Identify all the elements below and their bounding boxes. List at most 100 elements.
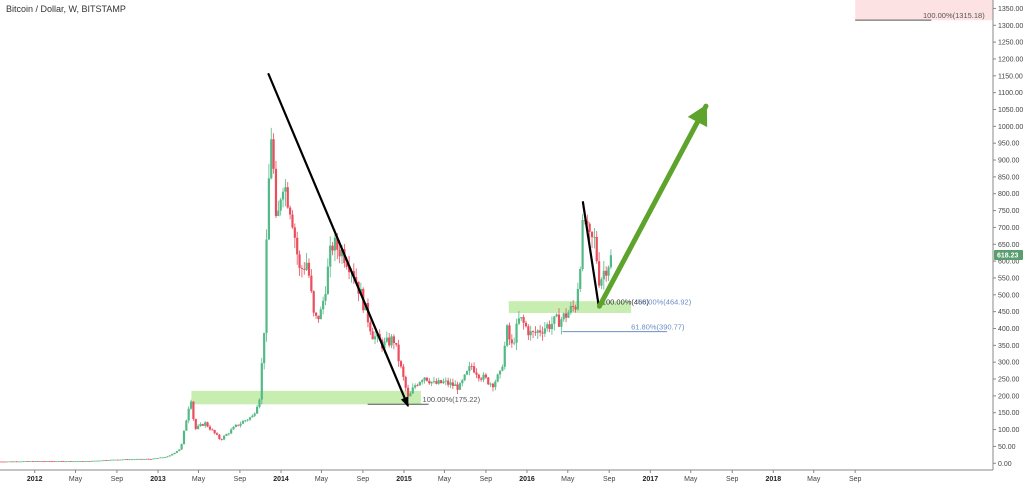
chart-title: Bitcoin / Dollar, W, BITSTAMP xyxy=(6,4,126,14)
candle-body-13 xyxy=(29,461,32,463)
candle-body-118 xyxy=(277,210,280,217)
x-tick-label-20: Sep xyxy=(849,476,862,483)
candle-body-215 xyxy=(506,325,509,346)
candle-body-27 xyxy=(62,461,65,462)
candle-body-131 xyxy=(307,262,311,276)
candle-body-141 xyxy=(331,245,334,251)
candle-body-1 xyxy=(1,461,4,463)
candle-body-40 xyxy=(93,460,96,462)
candle-body-26 xyxy=(60,461,63,462)
candle-body-166 xyxy=(390,336,393,346)
candle-body-246 xyxy=(579,269,582,289)
y-tick-label-26: 1300.00 xyxy=(998,23,1023,30)
candle-body-195 xyxy=(458,383,462,390)
candle-body-145 xyxy=(340,249,344,257)
candle-body-77 xyxy=(180,444,183,450)
candle-body-150 xyxy=(352,271,355,278)
candle-body-123 xyxy=(289,207,292,215)
candle-body-245 xyxy=(576,288,579,310)
candle-body-42 xyxy=(97,460,101,462)
candle-body-45 xyxy=(105,460,108,462)
candle-body-151 xyxy=(355,277,358,282)
candle-body-147 xyxy=(345,263,348,267)
candle-body-182 xyxy=(428,380,431,384)
candle-body-207 xyxy=(487,377,490,385)
candle-body-172 xyxy=(404,376,407,388)
candle-body-197 xyxy=(463,374,466,381)
candle-body-180 xyxy=(423,377,426,381)
candle-body-185 xyxy=(435,381,438,384)
y-tick-label-0: 0.00 xyxy=(998,461,1012,468)
y-tick-label-23: 1150.00 xyxy=(998,73,1023,80)
candle-body-216 xyxy=(508,325,511,340)
candle-body-181 xyxy=(425,377,429,381)
candle-body-235 xyxy=(553,316,556,324)
y-tick-label-8: 400.00 xyxy=(998,326,1020,333)
candle-body-84 xyxy=(197,425,200,429)
candle-body-214 xyxy=(503,345,506,367)
candle-body-103 xyxy=(241,421,245,424)
trend-line-0 xyxy=(267,73,409,407)
candle-body-48 xyxy=(112,459,115,461)
x-tick-label-18: 2018 xyxy=(766,476,782,483)
candle-body-231 xyxy=(543,328,546,334)
y-tick-label-10: 500.00 xyxy=(998,292,1020,299)
candle-body-157 xyxy=(369,322,372,332)
y-tick-label-14: 700.00 xyxy=(998,225,1020,232)
candle-body-98 xyxy=(230,429,233,434)
y-tick-label-12: 600.00 xyxy=(998,259,1020,266)
candle-body-6 xyxy=(13,461,16,463)
candle-body-240 xyxy=(564,313,568,318)
candle-body-223 xyxy=(524,322,528,327)
candle-body-220 xyxy=(517,318,521,324)
candle-body-119 xyxy=(279,199,282,211)
candle-body-164 xyxy=(385,337,388,342)
candle-body-96 xyxy=(225,434,228,436)
x-tick-label-12: 2016 xyxy=(519,476,535,483)
fib-label-2: 50.00%(464.92) xyxy=(638,298,692,307)
candle-body-213 xyxy=(501,366,504,371)
x-tick-label-2: Sep xyxy=(111,476,124,483)
candle-body-227 xyxy=(534,331,537,333)
candle-body-71 xyxy=(166,456,169,458)
candle-body-21 xyxy=(48,461,51,462)
candle-body-232 xyxy=(546,324,549,329)
candle-body-173 xyxy=(406,387,410,397)
y-tick-label-5: 250.00 xyxy=(998,377,1020,384)
candle-body-100 xyxy=(234,424,237,428)
candle-body-92 xyxy=(215,433,219,435)
candle-body-143 xyxy=(336,237,339,250)
candle-body-68 xyxy=(159,457,162,459)
candle-body-225 xyxy=(529,331,532,336)
candle-body-34 xyxy=(79,461,82,462)
candle-body-54 xyxy=(126,459,129,461)
candle-body-120 xyxy=(281,191,285,200)
y-tick-label-13: 650.00 xyxy=(998,242,1020,249)
candle-body-5 xyxy=(10,461,13,463)
candle-body-52 xyxy=(121,459,124,461)
candle-body-208 xyxy=(489,383,492,385)
candle-body-167 xyxy=(392,336,395,344)
candle-body-93 xyxy=(218,434,221,439)
candle-body-107 xyxy=(251,415,254,418)
candle-body-67 xyxy=(156,458,160,459)
trend-arrowhead-2 xyxy=(687,104,708,128)
candle-body-49 xyxy=(114,459,117,461)
candle-body-101 xyxy=(237,424,240,426)
x-tick-label-3: 2013 xyxy=(150,476,166,483)
candle-body-183 xyxy=(430,381,433,384)
y-tick-label-21: 1050.00 xyxy=(998,107,1023,114)
candle-body-236 xyxy=(555,314,558,317)
candle-body-239 xyxy=(562,313,565,320)
candle-body-87 xyxy=(204,422,207,426)
candle-body-112 xyxy=(263,332,266,364)
candle-body-121 xyxy=(284,187,287,192)
candle-body-228 xyxy=(536,330,539,333)
candle-body-134 xyxy=(314,312,318,316)
candle-body-31 xyxy=(72,461,75,463)
candle-body-50 xyxy=(116,459,120,461)
candle-body-57 xyxy=(133,459,136,461)
candle-body-198 xyxy=(465,371,469,375)
candle-body-126 xyxy=(296,237,299,255)
candle-body-241 xyxy=(567,312,570,318)
